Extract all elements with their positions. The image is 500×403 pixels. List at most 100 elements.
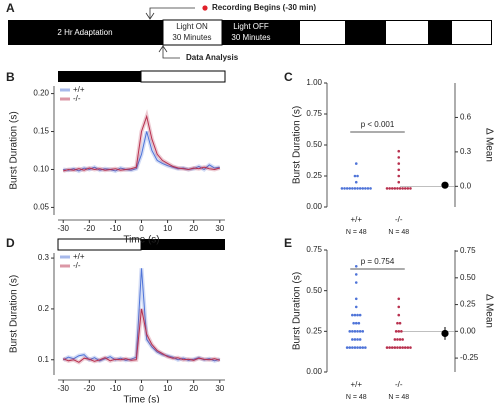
data-point [356,174,359,178]
data-point [396,187,399,190]
data-point [354,281,358,284]
data-point [398,321,402,325]
y-tick-label: 0.1 [38,355,50,364]
analysis-label: Data Analysis [186,53,239,62]
data-point [369,187,372,190]
series-line [63,131,220,172]
arrow-head [145,12,155,20]
data-point [397,180,401,184]
data-point [353,338,357,341]
data-point [345,187,349,190]
legend-label: -/- [73,261,81,270]
data-point [356,187,359,190]
data-point [393,346,397,349]
data-point [351,338,354,341]
legend-label: +/+ [73,85,85,94]
y-tick-label: 0.50 [306,286,322,295]
panel-label: C [284,70,293,84]
x-tick-label: 10 [163,384,172,393]
x-tick-label: 0 [139,224,144,233]
y2-tick-label: 0.0 [460,181,472,190]
category-label: +/+ [350,215,362,224]
y-tick-label: 0.20 [33,89,49,98]
data-point [400,330,403,333]
data-point [397,174,401,178]
annotation: p = 0.754 [361,257,395,266]
y2-axis-label: Δ Mean [483,294,494,328]
panel-label: B [6,70,15,84]
data-point [396,346,399,349]
x-tick-label: 10 [163,224,172,233]
light-bar [140,70,226,83]
annotation: p < 0.001 [361,120,395,129]
category-label: -/- [395,215,403,224]
y-tick-label: 0.50 [306,140,322,149]
data-point [403,346,407,349]
data-point [351,187,354,190]
data-point [397,168,401,172]
x-tick-label: -30 [57,384,69,393]
legend-label: -/- [73,94,81,103]
data-point [358,187,362,190]
data-point [401,187,404,190]
segment-label: 2 Hr Adaptation [57,28,112,37]
y2-tick-label: -0.25 [460,353,479,362]
data-point [366,187,370,190]
panel-label: E [284,236,292,250]
data-point [358,313,362,317]
light-bar [141,239,225,250]
category-label: +/+ [350,380,362,389]
data-point [406,346,410,349]
recording-arrow [149,7,195,18]
light-bar [58,71,141,82]
data-point [348,330,352,333]
y-tick-label: 0.00 [306,202,322,211]
data-point [351,313,354,317]
data-point [401,338,404,341]
data-point [398,338,402,341]
y-axis-label: Burst Duration (s) [9,275,20,353]
y-axis-label: Burst Duration (s) [292,272,303,350]
x-axis-label: Time (s) [123,235,159,246]
category-note: N = 48 [388,229,409,236]
data-point [364,187,367,190]
y-axis-label: Burst Duration (s) [9,111,20,189]
data-point [354,297,358,301]
data-point [397,149,401,153]
panel-label: D [6,236,15,250]
y2-tick-label: 0.50 [460,273,476,282]
data-point [348,346,352,349]
data-point [398,187,402,190]
data-point [393,338,397,341]
data-point [356,313,359,317]
x-tick-label: -10 [110,224,122,233]
data-point [354,305,358,309]
data-point [343,187,346,190]
y-tick-label: 0.15 [33,127,49,136]
data-point [354,273,358,276]
series-ribbon [62,308,221,365]
category-note: N = 48 [346,394,367,401]
x-tick-label: 30 [215,224,224,233]
legend-label: +/+ [73,252,85,261]
series-ribbon [62,109,221,173]
data-point [390,187,394,190]
y-tick-label: 0.75 [306,245,322,254]
data-point [388,187,391,190]
data-point [345,346,349,349]
data-point [396,338,399,341]
segment-label: 30 Minutes [172,33,211,42]
recording-label: Recording Begins (-30 min) [212,3,316,12]
panel-label: A [6,1,15,15]
data-point [356,338,359,341]
recording-dot [202,5,208,11]
data-point [361,187,365,190]
data-point [388,346,391,349]
data-point [397,156,401,159]
data-point [397,305,401,309]
segment-label: 30 Minutes [231,33,270,42]
x-tick-label: 20 [189,224,198,233]
data-point [352,321,355,325]
x-axis-label: Time (s) [123,395,159,403]
